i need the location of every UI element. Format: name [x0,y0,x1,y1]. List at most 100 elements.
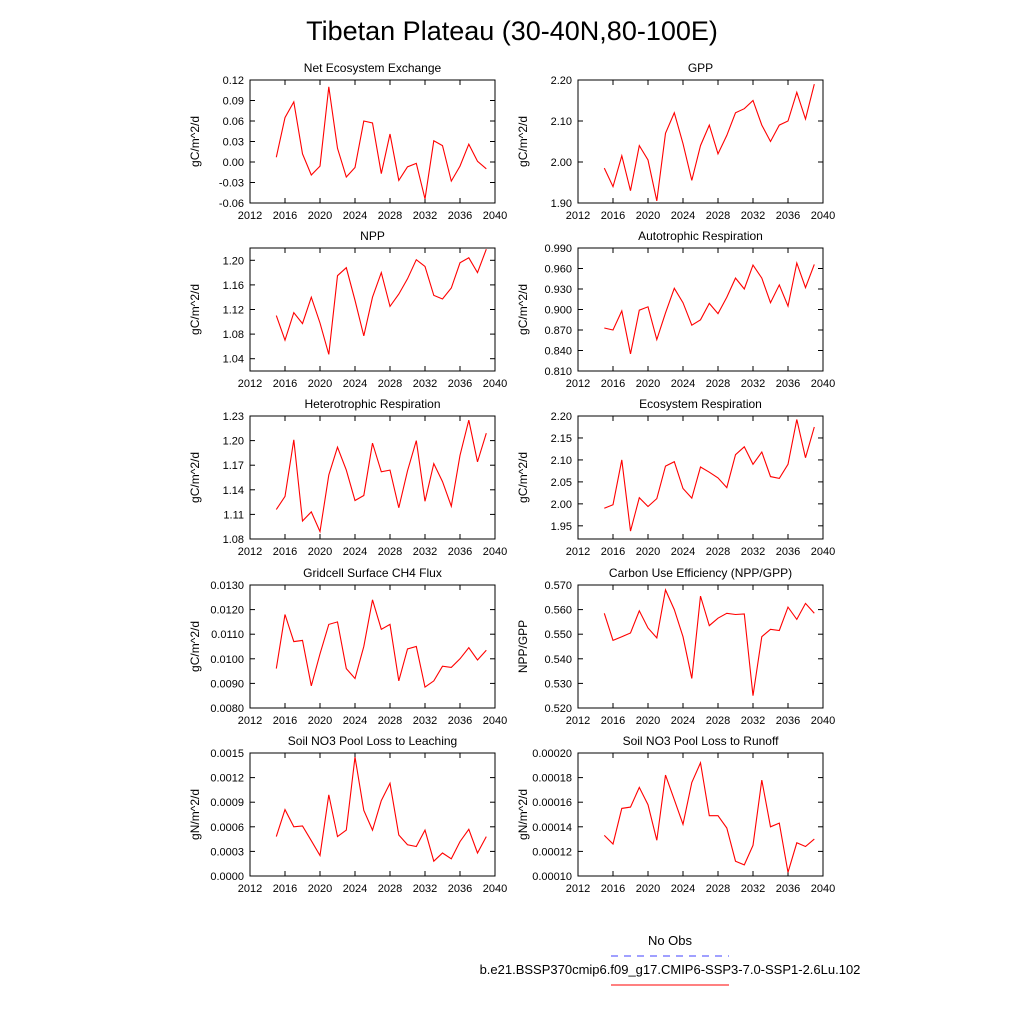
y-axis-label: gC/m^2/d [516,116,530,167]
panel-title: Autotrophic Respiration [638,229,763,243]
y-axis-label: gC/m^2/d [188,284,202,335]
x-tick-label: 2036 [448,378,472,390]
panel-1: Net Ecosystem Exchange gC/m^2/d 2012 2016 20… [188,61,507,222]
x-tick-label: 2020 [636,210,660,222]
y-tick-label: 0.810 [544,366,572,378]
y-axis-label: gC/m^2/d [188,116,202,167]
panel-9: Soil NO3 Pool Loss to Leaching gN/m^2/d 20… [188,734,507,895]
x-tick-label: 2024 [343,883,367,895]
plot-frame [577,79,824,204]
y-tick-label: 0.560 [544,605,572,617]
y-tick-label: 0.0006 [210,822,244,834]
x-tick-label: 2024 [343,210,367,222]
x-tick-label: 2032 [413,715,437,727]
y-tick-label: 0.930 [544,284,572,296]
y-tick-label: 0.0090 [210,678,244,690]
x-tick-label: 2016 [273,546,297,558]
x-tick-label: 2036 [448,883,472,895]
x-tick-label: 2028 [378,378,402,390]
y-tick-label: 0.0110 [211,629,244,641]
x-tick-label: 2012 [566,378,590,390]
y-axis-label: gC/m^2/d [188,621,202,672]
x-tick-label: 2016 [601,715,625,727]
panel-title: GPP [688,61,713,75]
y-tick-label: 0.12 [223,75,244,87]
x-tick-label: 2020 [636,715,660,727]
x-tick-label: 2036 [448,210,472,222]
legend: No Obs b.e21.BSSP370cmip6.f09_g17.CMIP6-… [480,933,861,986]
panel-title: Soil NO3 Pool Loss to Runoff [623,734,780,748]
x-tick-label: 2024 [671,378,695,390]
panel-4: Autotrophic Respiration gC/m^2/d 2012 2016 2… [516,229,835,390]
y-axis-label: gC/m^2/d [516,452,530,503]
series-line [604,419,815,532]
x-tick-label: 2028 [378,715,402,727]
y-axis-label: gC/m^2/d [188,452,202,503]
series-line [603,588,815,696]
x-tick-label: 2028 [378,546,402,558]
panels: Net Ecosystem Exchange gC/m^2/d 2012 2016 20… [188,61,835,895]
plot-frame [249,752,496,877]
y-tick-label: 2.05 [551,477,572,489]
y-tick-label: 0.550 [544,629,572,641]
y-tick-label: 2.20 [551,411,572,423]
x-tick-label: 2040 [811,715,835,727]
y-tick-label: 2.15 [551,433,572,445]
x-tick-label: 2024 [343,378,367,390]
y-tick-label: 0.00020 [532,748,572,760]
y-tick-label: 1.16 [223,280,244,292]
panel-title: Heterotrophic Respiration [304,397,440,411]
panel-title: NPP [360,229,385,243]
x-tick-label: 2036 [776,378,800,390]
y-tick-label: 2.00 [551,157,572,169]
x-tick-label: 2032 [413,546,437,558]
x-tick-label: 2012 [238,883,262,895]
y-tick-label: 0.900 [544,305,572,317]
y-tick-label: 0.0100 [210,654,244,666]
y-tick-label: 1.12 [223,305,244,317]
y-tick-label: -0.03 [219,178,244,190]
x-tick-label: 2012 [566,883,590,895]
x-tick-label: 2032 [741,883,765,895]
x-tick-label: 2036 [448,715,472,727]
y-tick-label: 0.0080 [210,703,244,715]
y-tick-label: 0.840 [544,346,572,358]
x-tick-label: 2020 [308,883,332,895]
y-tick-label: 0.00018 [532,773,572,785]
panel-title: Gridcell Surface CH4 Flux [303,566,442,580]
x-tick-label: 2012 [566,210,590,222]
series-line [275,599,487,689]
panel-8: Carbon Use Efficiency (NPP/GPP) NPP/GPP 20… [516,566,835,727]
x-tick-label: 2040 [483,210,507,222]
x-tick-label: 2020 [636,883,660,895]
y-tick-label: 0.06 [223,116,244,128]
series-line [275,757,487,863]
x-tick-label: 2032 [413,378,437,390]
y-tick-label: 0.960 [544,264,572,276]
series-line [603,760,815,873]
y-tick-label: 1.08 [223,329,244,341]
x-tick-label: 2036 [776,210,800,222]
x-tick-label: 2028 [706,883,730,895]
x-tick-label: 2040 [483,883,507,895]
panel-3: NPP gC/m^2/d 2012 2016 2020 2024 2028 2032 2036 2… [188,229,507,390]
y-tick-label: 0.00010 [532,871,572,883]
panel-title: Carbon Use Efficiency (NPP/GPP) [609,566,792,580]
x-tick-label: 2012 [566,715,590,727]
x-tick-label: 2012 [238,210,262,222]
x-tick-label: 2040 [483,715,507,727]
y-tick-label: 1.04 [223,354,244,366]
x-tick-label: 2016 [273,715,297,727]
y-axis-label: gN/m^2/d [516,789,530,840]
y-tick-label: 0.870 [544,325,572,337]
x-tick-label: 2028 [706,715,730,727]
y-tick-label: 0.00 [223,157,244,169]
y-tick-label: 1.23 [223,411,244,423]
figure-title: Tibetan Plateau (30-40N,80-100E) [306,16,718,46]
y-tick-label: 0.0120 [210,605,244,617]
x-tick-label: 2040 [811,210,835,222]
legend-label-model: b.e21.BSSP370cmip6.f09_g17.CMIP6-SSP3-7.… [480,962,861,977]
x-tick-label: 2024 [671,546,695,558]
y-tick-label: 0.0012 [210,773,244,785]
